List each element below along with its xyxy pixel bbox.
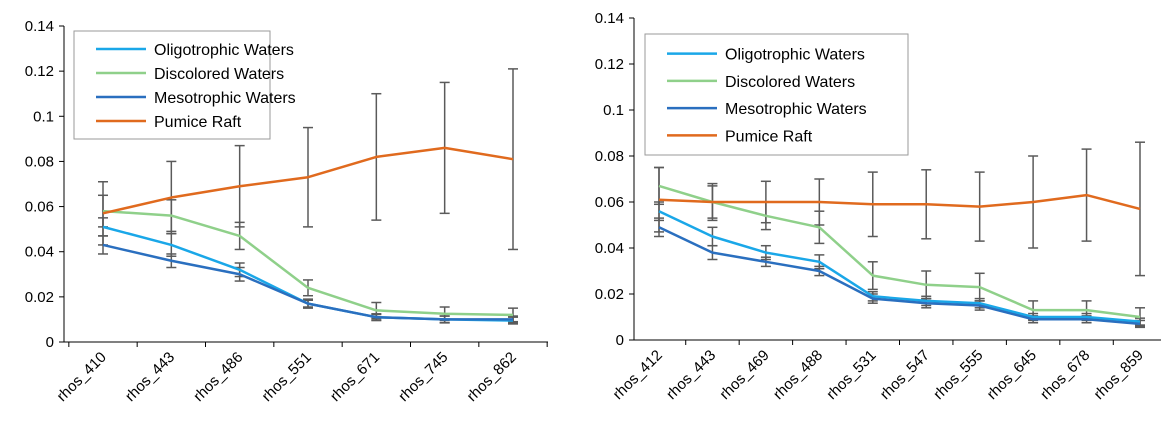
y-tick-label: 0.12	[25, 63, 54, 80]
series-line	[658, 210, 1141, 323]
y-tick-label: 0.06	[595, 194, 624, 211]
legend-label: Pumice Raft	[154, 114, 242, 131]
y-tick-label: 0.1	[33, 108, 54, 125]
series-line	[102, 243, 513, 321]
legend-label: Mesotrophic Waters	[154, 90, 296, 107]
series-line	[658, 184, 1141, 319]
x-tick-label: rhos_859	[1091, 347, 1147, 403]
x-tick-label: rhos_862	[464, 349, 520, 405]
x-tick-label: rhos_678	[1037, 347, 1093, 403]
y-tick-label: 0	[46, 334, 54, 351]
legend-label: Discolored Waters	[154, 66, 284, 83]
y-tick-label: 0	[616, 332, 624, 349]
y-tick-label: 0.04	[25, 244, 54, 261]
y-tick-label: 0.12	[595, 56, 624, 73]
y-tick-label: 0.02	[25, 289, 54, 306]
y-tick-label: 0.06	[25, 199, 54, 216]
legend-label: Pumice Raft	[725, 128, 813, 145]
x-tick-label: rhos_412	[610, 347, 666, 403]
x-tick-label: rhos_531	[823, 347, 879, 403]
legend-label: Mesotrophic Waters	[725, 101, 867, 118]
y-tick-label: 0.02	[595, 286, 624, 303]
x-tick-label: rhos_488	[770, 347, 826, 403]
chart-2: 00.020.040.060.080.10.120.14rhos_412rhos…	[595, 10, 1161, 403]
x-tick-label: rhos_645	[984, 347, 1040, 403]
y-tick-label: 0.04	[595, 240, 624, 257]
x-tick-label: rhos_547	[877, 347, 933, 403]
x-tick-label: rhos_443	[663, 347, 719, 403]
x-tick-label: rhos_469	[716, 347, 772, 403]
legend-label: Discolored Waters	[725, 74, 855, 91]
x-tick-label: rhos_443	[122, 349, 178, 405]
y-tick-label: 0.08	[595, 148, 624, 165]
x-tick-label: rhos_486	[190, 349, 246, 405]
y-tick-label: 0.1	[603, 102, 624, 119]
series-line	[102, 209, 514, 317]
series-line	[658, 193, 1141, 211]
y-tick-label: 0.08	[25, 153, 54, 170]
y-tick-label: 0.14	[25, 18, 54, 35]
x-tick-label: rhos_745	[395, 349, 451, 405]
x-tick-label: rhos_555	[930, 347, 986, 403]
series-line	[658, 226, 1141, 326]
y-tick-label: 0.14	[595, 10, 624, 27]
x-tick-label: rhos_410	[54, 349, 110, 405]
x-tick-label: rhos_671	[327, 349, 383, 405]
x-tick-label: rhos_551	[259, 349, 315, 405]
legend-label: Oligotrophic Waters	[725, 47, 865, 64]
legend-label: Oligotrophic Waters	[154, 42, 294, 59]
series-line	[102, 146, 514, 215]
